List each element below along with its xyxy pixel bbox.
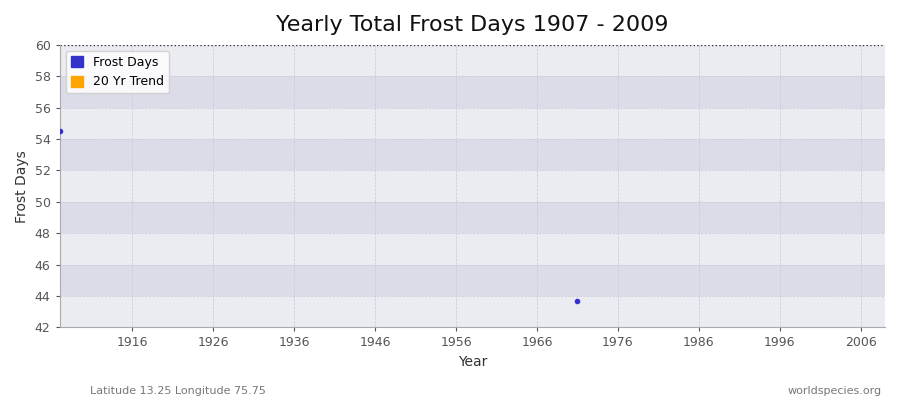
Bar	[59, 108, 885, 139]
Bar	[59, 170, 885, 202]
Legend: Frost Days, 20 Yr Trend: Frost Days, 20 Yr Trend	[66, 51, 169, 93]
Bar	[59, 139, 885, 170]
Text: worldspecies.org: worldspecies.org	[788, 386, 882, 396]
X-axis label: Year: Year	[457, 355, 487, 369]
Bar	[59, 76, 885, 108]
Bar	[59, 45, 885, 76]
Bar	[59, 233, 885, 265]
Text: Latitude 13.25 Longitude 75.75: Latitude 13.25 Longitude 75.75	[90, 386, 266, 396]
Y-axis label: Frost Days: Frost Days	[15, 150, 29, 222]
Bar	[59, 202, 885, 233]
Bar	[59, 265, 885, 296]
Title: Yearly Total Frost Days 1907 - 2009: Yearly Total Frost Days 1907 - 2009	[276, 15, 669, 35]
Bar	[59, 296, 885, 328]
